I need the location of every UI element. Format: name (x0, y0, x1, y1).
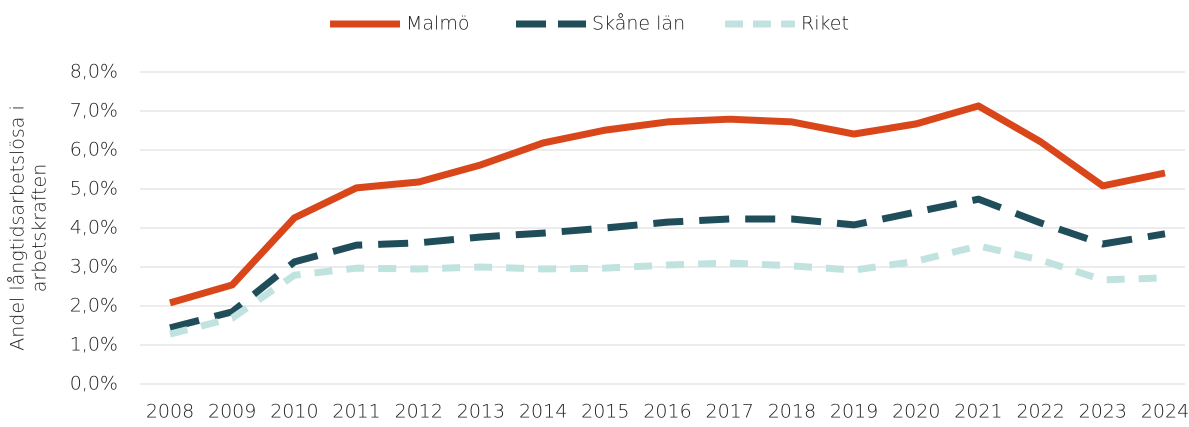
x-tick-label: 2023 (1079, 401, 1127, 423)
y-tick-label: 4,0% (70, 217, 118, 239)
y-tick-label: 2,0% (70, 295, 118, 317)
y-tick-label: 3,0% (70, 256, 118, 278)
x-tick-label: 2012 (395, 401, 443, 423)
x-tick-label: 2022 (1016, 401, 1064, 423)
x-tick-label: 2011 (332, 401, 380, 423)
y-axis-label: arbetskraften (29, 164, 51, 293)
x-tick-label: 2018 (768, 401, 816, 423)
series-line (169, 102, 1166, 307)
x-tick-label: 2019 (830, 401, 878, 423)
y-tick-label: 8,0% (70, 61, 118, 83)
y-tick-label: 1,0% (70, 334, 118, 356)
series-line (169, 242, 1166, 338)
x-tick-label: 2009 (208, 401, 256, 423)
x-tick-label: 2020 (892, 401, 940, 423)
x-tick-label: 2014 (519, 401, 567, 423)
x-tick-label: 2016 (643, 401, 691, 423)
x-tick-label: 2024 (1141, 401, 1189, 423)
y-axis-label: Andel långtidsarbetslösa i (7, 105, 29, 350)
x-tick-label: 2015 (581, 401, 629, 423)
x-tick-label: 2008 (146, 401, 194, 423)
x-tick-label: 2017 (706, 401, 754, 423)
y-tick-label: 0,0% (70, 373, 118, 395)
x-tick-label: 2010 (270, 401, 318, 423)
y-tick-label: 6,0% (70, 139, 118, 161)
x-tick-label: 2013 (457, 401, 505, 423)
legend-label: Malmö (406, 13, 469, 35)
y-tick-label: 7,0% (70, 100, 118, 122)
legend-label: Skåne län (592, 13, 685, 35)
y-tick-label: 5,0% (70, 178, 118, 200)
x-tick-label: 2021 (954, 401, 1002, 423)
legend-label: Riket (801, 13, 849, 35)
series-line (169, 195, 1166, 332)
